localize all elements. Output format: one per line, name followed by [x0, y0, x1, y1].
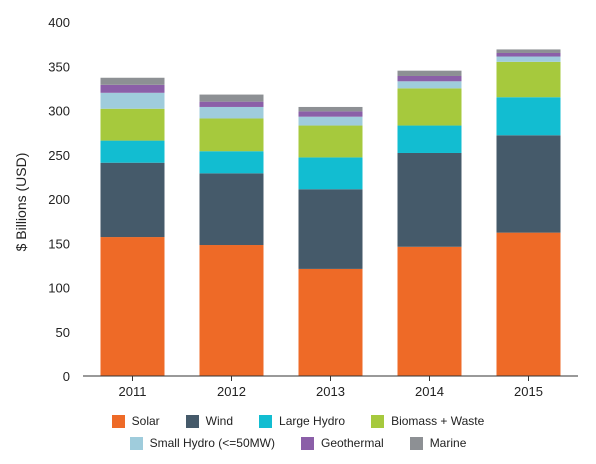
bar-segment-biomass-waste-2015	[496, 61, 561, 98]
y-tick-label: 250	[48, 148, 70, 163]
y-tick-label: 100	[48, 281, 70, 296]
bar-segment-wind-2012	[199, 173, 264, 246]
legend-label: Biomass + Waste	[391, 414, 485, 428]
bar-segment-small-hydro-50mw-2014	[397, 81, 462, 89]
bar-segment-solar-2015	[496, 232, 561, 376]
legend-label: Wind	[205, 414, 234, 428]
legend-swatch	[409, 436, 423, 450]
legend-label: Small Hydro (<=50MW)	[149, 436, 275, 450]
legend: Solar Wind Large Hydro Biomass + Waste Smal…	[0, 414, 596, 458]
bar-segment-solar-2013	[298, 268, 363, 376]
bar-segment-biomass-waste-2013	[298, 125, 363, 158]
legend-item-marine: Marine	[409, 436, 467, 450]
legend-label: Marine	[429, 436, 467, 450]
bar-segment-marine-2015	[496, 49, 561, 53]
legend-swatch	[129, 436, 143, 450]
legend-item-wind: Wind	[185, 414, 234, 428]
y-tick-label: 50	[56, 325, 70, 340]
legend-item-small-hydro-50mw: Small Hydro (<=50MW)	[129, 436, 275, 450]
bar-segment-geothermal-2015	[496, 52, 561, 57]
bar-segment-marine-2013	[298, 106, 363, 112]
bar-segment-geothermal-2011	[100, 84, 165, 93]
y-tick-label: 0	[63, 369, 70, 384]
y-axis-title: $ Billions (USD)	[13, 153, 29, 252]
legend-item-solar: Solar	[111, 414, 160, 428]
legend-swatch	[185, 414, 199, 428]
y-tick-label: 150	[48, 236, 70, 251]
bar-segment-large-hydro-2014	[397, 125, 462, 153]
legend-row: Small Hydro (<=50MW) Geothermal Marine	[0, 436, 596, 450]
bar-segment-wind-2014	[397, 152, 462, 247]
y-tick-label: 400	[48, 15, 70, 30]
y-tick-label: 350	[48, 59, 70, 74]
bar-segment-marine-2011	[100, 77, 165, 85]
legend-label: Solar	[131, 414, 160, 428]
x-tick-label: 2012	[217, 384, 246, 399]
bar-segment-large-hydro-2012	[199, 151, 264, 174]
bar-segment-large-hydro-2011	[100, 140, 165, 163]
bar-segment-large-hydro-2015	[496, 97, 561, 136]
bar-segment-solar-2014	[397, 246, 462, 376]
bar-segment-wind-2011	[100, 162, 165, 238]
legend-item-geothermal: Geothermal	[300, 436, 384, 450]
legend-item-large-hydro: Large Hydro	[259, 414, 345, 428]
y-tick-label: 300	[48, 104, 70, 119]
bar-segment-wind-2013	[298, 189, 363, 269]
bar-segment-geothermal-2013	[298, 111, 363, 117]
bar-segment-small-hydro-50mw-2013	[298, 116, 363, 126]
legend-swatch	[371, 414, 385, 428]
x-axis-ticks: 2011 2012 2013 2014 2015	[119, 376, 543, 399]
bar-segment-marine-2014	[397, 70, 462, 76]
x-tick-label: 2014	[415, 384, 444, 399]
legend-row: Solar Wind Large Hydro Biomass + Waste	[0, 414, 596, 428]
bar-segment-solar-2011	[100, 237, 165, 376]
bar-segment-geothermal-2014	[397, 75, 462, 82]
bar-segment-biomass-waste-2012	[199, 118, 264, 152]
bar-segment-small-hydro-50mw-2015	[496, 56, 561, 62]
bars	[100, 49, 561, 376]
legend-label: Large Hydro	[279, 414, 346, 428]
x-tick-label: 2015	[514, 384, 543, 399]
bar-segment-geothermal-2012	[199, 101, 264, 107]
legend-item-biomass-waste: Biomass + Waste	[371, 414, 484, 428]
bar-segment-biomass-waste-2011	[100, 108, 165, 141]
legend-swatch	[300, 436, 314, 450]
legend-swatch	[111, 414, 125, 428]
bar-segment-marine-2012	[199, 94, 264, 102]
bar-segment-large-hydro-2013	[298, 157, 363, 190]
y-axis-ticks: 0 50 100 150 200 250 300 350 400	[48, 15, 70, 384]
bar-segment-wind-2015	[496, 135, 561, 233]
bar-segment-biomass-waste-2014	[397, 88, 462, 126]
bar-segment-small-hydro-50mw-2012	[199, 106, 264, 119]
legend-swatch	[259, 414, 273, 428]
x-tick-label: 2011	[119, 384, 147, 399]
x-tick-label: 2013	[316, 384, 345, 399]
legend-label: Geothermal	[320, 436, 384, 450]
y-tick-label: 200	[48, 192, 70, 207]
bar-segment-solar-2012	[199, 245, 264, 376]
bar-segment-small-hydro-50mw-2011	[100, 92, 165, 109]
